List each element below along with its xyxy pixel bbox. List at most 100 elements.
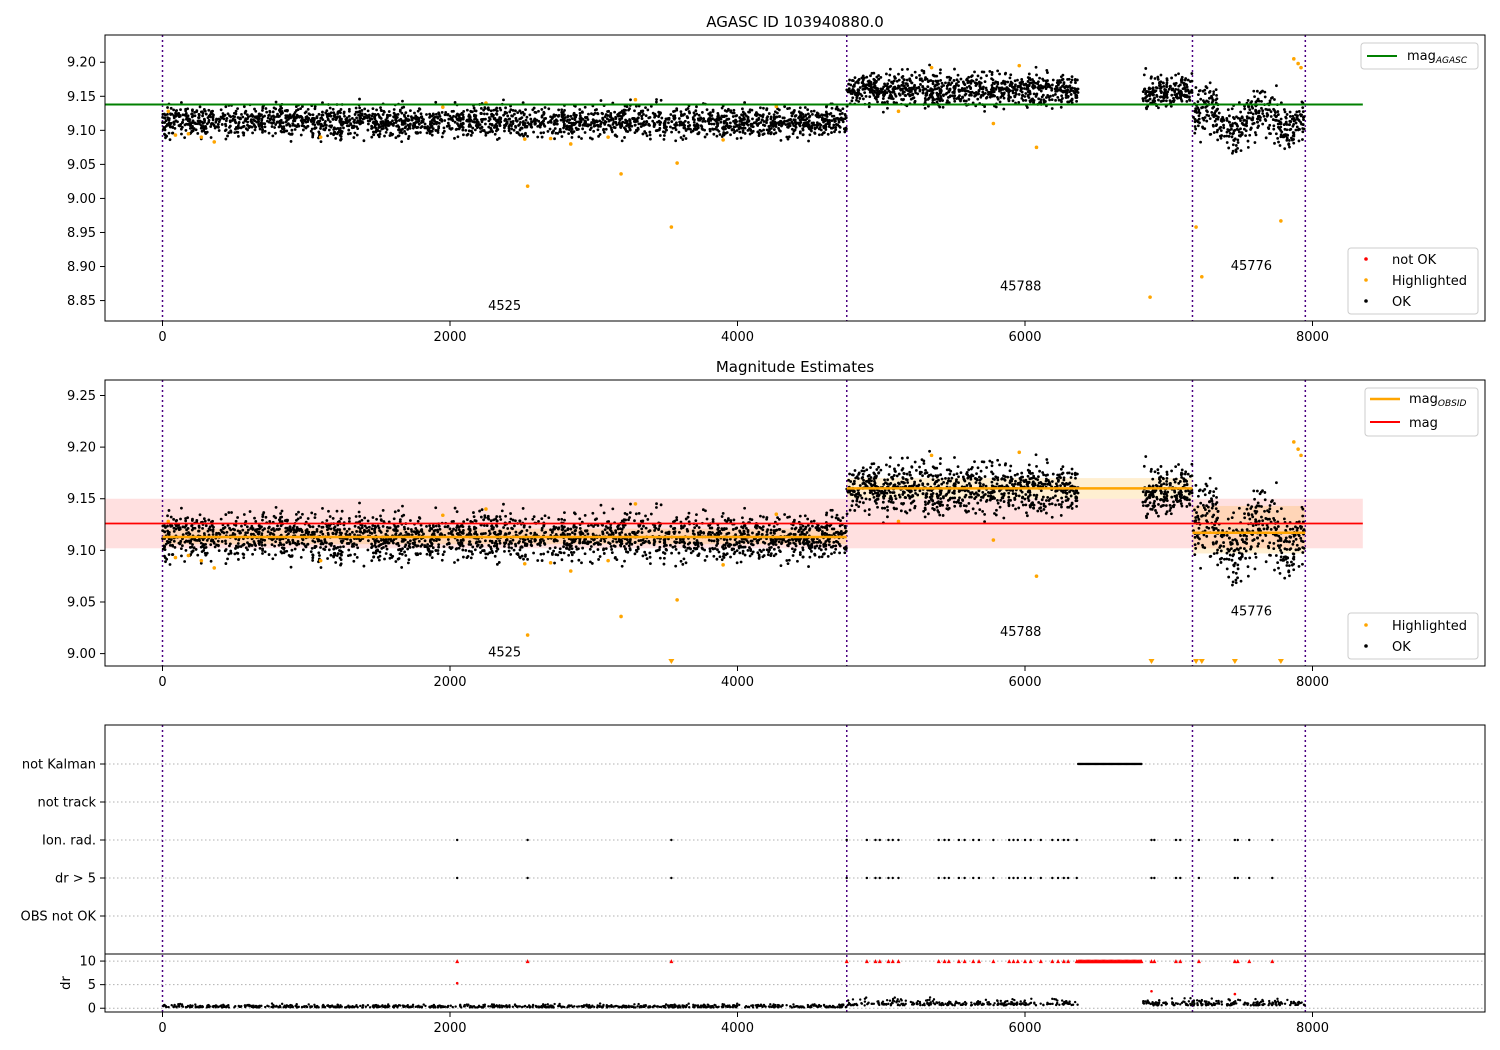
ok-point <box>644 526 648 530</box>
ok-point <box>324 119 327 123</box>
ok-point <box>806 112 810 116</box>
ok-point <box>198 105 202 109</box>
ok-point <box>417 122 421 126</box>
ok-point <box>963 93 967 97</box>
ok-point <box>512 128 516 132</box>
ok-point <box>1193 117 1197 121</box>
ok-point <box>1069 80 1073 84</box>
ok-point <box>358 539 362 543</box>
ok-point <box>667 121 670 125</box>
ok-point <box>195 519 199 522</box>
ok-point <box>216 125 220 129</box>
ok-point <box>171 125 174 129</box>
ok-point <box>163 530 166 534</box>
ok-point <box>1027 77 1031 81</box>
ok-point <box>1234 148 1238 152</box>
ok-point <box>165 134 169 138</box>
ok-point <box>285 549 289 553</box>
ok-point <box>1261 122 1265 126</box>
ok-point <box>437 545 440 549</box>
ok-point <box>973 94 977 98</box>
ok-point <box>1269 110 1273 114</box>
ok-point <box>306 116 309 120</box>
ok-point <box>910 74 914 77</box>
ok-point <box>882 85 886 89</box>
ok-point <box>355 125 358 129</box>
ok-point <box>674 128 678 132</box>
ok-point <box>172 539 176 543</box>
ok-point <box>944 92 948 96</box>
ok-point <box>560 108 564 112</box>
ok-point <box>572 113 576 117</box>
ok-point <box>1245 115 1249 119</box>
ok-point <box>267 120 271 124</box>
ok-point <box>1019 89 1023 93</box>
ok-point <box>793 114 797 118</box>
highlighted-point <box>1292 57 1296 61</box>
ok-point <box>1212 131 1216 134</box>
ok-point <box>897 78 901 82</box>
ok-point <box>327 128 331 132</box>
ok-point <box>782 116 786 120</box>
ok-point <box>902 78 906 81</box>
ok-point <box>485 112 489 116</box>
ok-point <box>982 85 985 89</box>
ok-point <box>187 122 191 126</box>
ok-point <box>1173 90 1177 94</box>
ok-point <box>190 112 194 116</box>
ok-point <box>355 116 359 120</box>
ok-point <box>282 130 286 134</box>
ok-point <box>1147 90 1151 94</box>
ok-point <box>1285 138 1289 142</box>
ok-point <box>1285 113 1289 116</box>
ok-point <box>296 108 300 111</box>
ok-point <box>1215 108 1219 112</box>
ok-point <box>923 96 927 100</box>
ok-point <box>786 119 789 123</box>
ok-point <box>1231 143 1235 147</box>
ok-point <box>1190 72 1194 75</box>
ok-point <box>1279 128 1283 132</box>
highlighted-point <box>896 109 901 114</box>
highlighted-point <box>318 135 323 139</box>
ok-point <box>1205 109 1208 113</box>
ok-point <box>766 115 770 119</box>
ok-point <box>1196 93 1200 97</box>
ok-point <box>358 106 362 110</box>
ok-point <box>404 554 408 557</box>
ok-point <box>166 123 170 127</box>
ok-point <box>1240 115 1244 119</box>
ok-point <box>339 126 342 130</box>
ok-point <box>363 107 367 111</box>
ok-point <box>502 98 505 102</box>
ok-point <box>797 110 801 114</box>
ok-point <box>746 118 750 122</box>
highlighted-point <box>633 97 638 102</box>
ok-point <box>307 112 311 116</box>
ok-point <box>852 88 855 92</box>
ok-point <box>813 132 817 135</box>
ok-point <box>1142 73 1146 77</box>
ok-point <box>669 113 673 116</box>
ok-point <box>455 127 459 131</box>
ok-point <box>174 111 177 115</box>
ok-point <box>700 546 704 550</box>
ok-point <box>1212 90 1216 93</box>
ok-point <box>379 538 383 542</box>
ok-point <box>511 120 515 123</box>
ok-point <box>338 117 342 121</box>
ok-point <box>558 130 562 133</box>
ok-point <box>569 114 573 118</box>
ok-point <box>778 129 782 133</box>
ok-point <box>367 113 371 117</box>
ok-point <box>717 118 721 122</box>
ok-point <box>1022 87 1026 90</box>
ok-point <box>807 123 811 127</box>
ok-point <box>469 125 473 128</box>
ok-point <box>829 112 833 115</box>
ok-point <box>791 132 795 136</box>
ok-point <box>228 542 232 546</box>
ok-point <box>779 119 783 123</box>
ok-point <box>1253 131 1257 134</box>
